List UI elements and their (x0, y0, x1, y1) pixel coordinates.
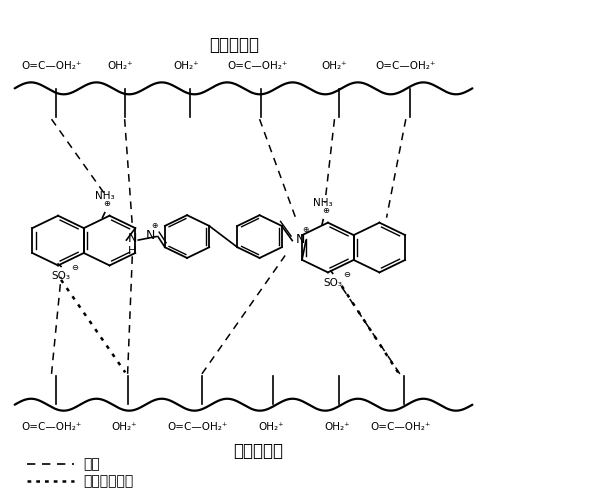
Text: N: N (295, 233, 305, 246)
Text: O=C—OH₂⁺: O=C—OH₂⁺ (227, 61, 287, 71)
Text: NH₃: NH₃ (95, 191, 115, 201)
Text: NH₃: NH₃ (313, 198, 333, 208)
Text: 静电相互作用: 静电相互作用 (83, 474, 133, 488)
Text: ⊕: ⊕ (152, 221, 158, 230)
Text: OH₂⁺: OH₂⁺ (107, 61, 133, 71)
Text: ⊕: ⊕ (322, 206, 329, 215)
Text: O=C—OH₂⁺: O=C—OH₂⁺ (167, 422, 228, 432)
Text: ⊕: ⊕ (104, 199, 110, 208)
Text: O=C—OH₂⁺: O=C—OH₂⁺ (22, 61, 82, 71)
Text: O=C—OH₂⁺: O=C—OH₂⁺ (371, 422, 431, 432)
Text: N: N (146, 229, 155, 242)
Text: SO₃: SO₃ (323, 278, 342, 288)
Text: SO₃: SO₃ (52, 271, 71, 281)
Text: 活性炭表面: 活性炭表面 (209, 36, 260, 54)
Text: 活性炭表面: 活性炭表面 (233, 443, 283, 460)
Text: ⊕: ⊕ (302, 225, 308, 234)
Text: OH₂⁺: OH₂⁺ (322, 61, 347, 71)
Text: OH₂⁺: OH₂⁺ (324, 422, 350, 432)
Text: OH₂⁺: OH₂⁺ (259, 422, 284, 432)
Text: OH₂⁺: OH₂⁺ (173, 61, 199, 71)
Text: 氢键: 氢键 (83, 457, 100, 471)
Text: N: N (128, 232, 137, 245)
Text: H: H (128, 246, 137, 256)
Text: O=C—OH₂⁺: O=C—OH₂⁺ (376, 61, 436, 71)
Text: ⊖: ⊖ (343, 270, 350, 279)
Text: ⊖: ⊖ (71, 263, 78, 272)
Text: OH₂⁺: OH₂⁺ (112, 422, 137, 432)
Text: O=C—OH₂⁺: O=C—OH₂⁺ (22, 422, 82, 432)
